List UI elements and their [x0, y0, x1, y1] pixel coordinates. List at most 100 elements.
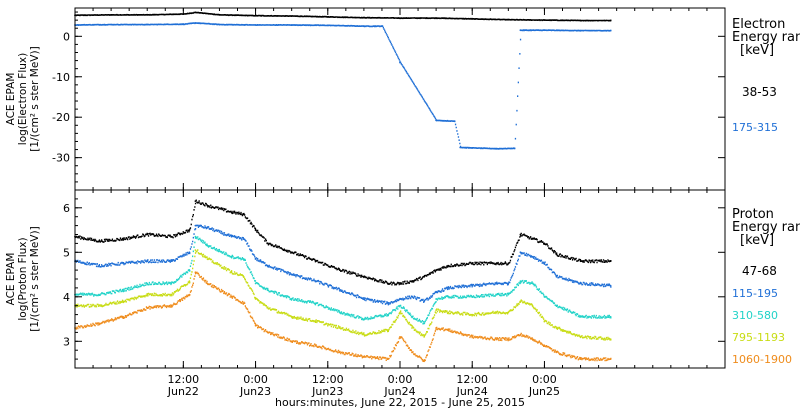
data-point [363, 356, 365, 358]
data-point [188, 251, 191, 254]
data-point [146, 260, 149, 263]
data-point [146, 293, 149, 296]
data-point [194, 235, 197, 238]
y-tick-label: -30 [52, 152, 70, 165]
data-point [254, 324, 257, 327]
data-point [531, 238, 534, 240]
y-axis-label: [1/(cm² s ster MeV)] [29, 226, 41, 331]
data-point [326, 24, 329, 27]
data-point [459, 146, 462, 149]
data-point [122, 238, 124, 240]
data-point [399, 282, 401, 285]
data-point [254, 14, 257, 17]
data-point [507, 311, 510, 314]
data-point [254, 258, 257, 260]
data-point [555, 275, 558, 278]
data-point [266, 242, 269, 245]
data-point [290, 340, 293, 343]
data-point [387, 282, 389, 285]
data-point [435, 119, 437, 122]
data-point [579, 29, 582, 32]
data-point [447, 295, 449, 298]
data-point [194, 249, 197, 252]
data-point [242, 275, 245, 278]
data-point [555, 304, 558, 307]
data-point [146, 233, 149, 236]
y-tick-label: -10 [52, 71, 70, 84]
data-point [435, 291, 437, 294]
legend-title: [keV] [740, 233, 774, 248]
data-point [519, 233, 522, 236]
series-trace [75, 224, 612, 306]
data-point [543, 19, 546, 21]
data-point [543, 29, 546, 32]
data-point [399, 304, 401, 307]
data-point [519, 333, 522, 336]
data-point [387, 313, 389, 316]
data-point [110, 14, 112, 16]
data-point [555, 327, 558, 329]
data-point [338, 311, 341, 314]
data-point [170, 235, 173, 238]
x-tick-time: 12:00 [167, 373, 199, 386]
series-1060-1900 [74, 271, 612, 363]
y-tick-label: 0 [63, 30, 70, 43]
series-47-68 [74, 199, 612, 286]
data-point [495, 282, 498, 285]
data-point [447, 264, 449, 267]
data-point [435, 269, 437, 271]
y-tick-label: 6 [63, 202, 70, 215]
data-point [122, 300, 124, 303]
data-point [507, 338, 510, 340]
x-tick-day: Jun25 [528, 385, 560, 398]
data-point [206, 244, 209, 247]
data-point [194, 22, 197, 24]
data-point [399, 311, 401, 314]
data-point [423, 300, 425, 303]
y-axis-label: log(Electron Flux) [17, 53, 29, 145]
legend-entry: 795-1193 [732, 331, 785, 344]
data-point [543, 262, 546, 265]
data-point [513, 147, 516, 150]
data-point [146, 14, 149, 16]
data-point [230, 255, 233, 258]
data-point [188, 280, 191, 283]
data-point [290, 273, 293, 276]
data-point [218, 23, 221, 26]
data-point [338, 351, 341, 354]
data-point [338, 269, 341, 271]
data-point [543, 295, 546, 298]
data-point [206, 258, 209, 260]
data-point [363, 275, 365, 278]
data-point [98, 322, 100, 325]
data-point [170, 293, 173, 296]
data-point [314, 320, 317, 323]
data-point [423, 336, 425, 338]
data-point [543, 320, 546, 323]
data-point [188, 269, 191, 271]
data-point [110, 23, 112, 26]
data-point [447, 287, 449, 289]
data-point [242, 213, 245, 216]
data-point [531, 255, 534, 258]
y-axis-label: log(Proton Flux) [17, 237, 29, 320]
data-point [579, 358, 582, 360]
data-point [170, 260, 173, 263]
series-310-580 [74, 235, 612, 325]
legend-title: Proton [732, 207, 774, 222]
data-point [146, 23, 149, 26]
time-axis: 12:00Jun220:00Jun2312:00Jun230:00Jun2412… [167, 373, 560, 398]
data-point [218, 14, 221, 16]
data-point [471, 262, 474, 265]
data-point [242, 302, 245, 305]
data-point [471, 336, 474, 338]
data-point [471, 147, 474, 149]
x-tick-time: 12:00 [456, 373, 488, 386]
data-point [254, 298, 257, 300]
data-point [387, 329, 389, 332]
data-point [230, 295, 233, 298]
x-tick-day: Jun22 [167, 385, 199, 398]
data-point [170, 304, 173, 307]
x-tick-day: Jun24 [456, 385, 488, 398]
